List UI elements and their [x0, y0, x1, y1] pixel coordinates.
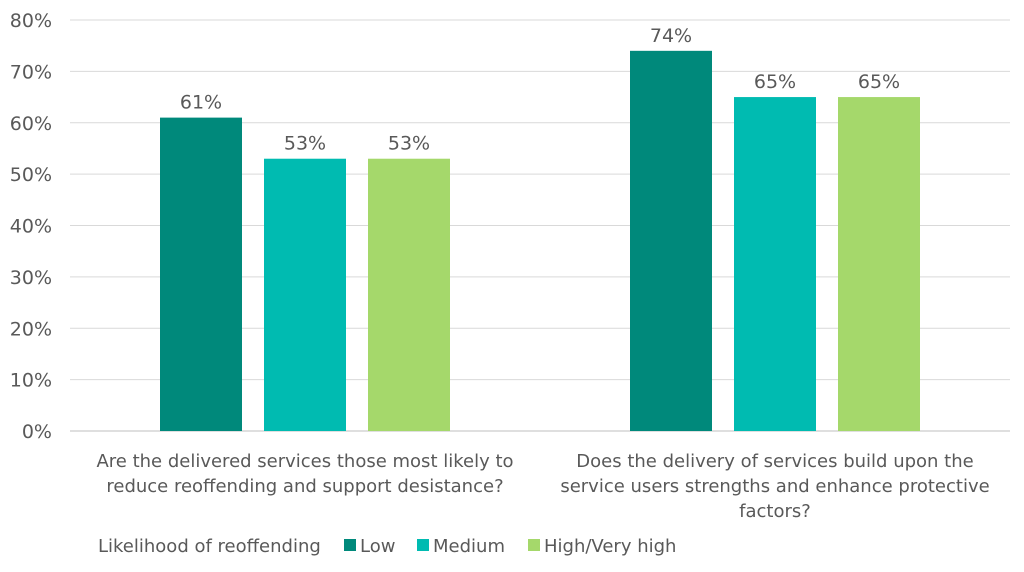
legend-swatch: [528, 539, 540, 551]
y-tick-label: 20%: [10, 318, 52, 340]
x-category-label: service users strengths and enhance prot…: [560, 476, 989, 497]
bar-medium: [264, 158, 346, 431]
y-tick-label: 60%: [10, 113, 52, 135]
legend-title: Likelihood of reoffending: [98, 536, 321, 557]
legend-label: High/Very high: [544, 536, 676, 557]
x-category-label: Does the delivery of services build upon…: [576, 451, 973, 472]
bar-medium: [734, 97, 816, 431]
bar-low: [630, 50, 712, 431]
bar-high-very-high: [368, 158, 450, 431]
data-label: 61%: [180, 92, 222, 114]
legend-swatch: [417, 539, 429, 551]
y-tick-label: 10%: [10, 370, 52, 392]
y-tick-label: 80%: [10, 10, 52, 32]
bar-high-very-high: [838, 97, 920, 431]
data-label: 53%: [284, 133, 326, 155]
data-label: 53%: [388, 133, 430, 155]
legend-swatch: [344, 539, 356, 551]
legend-label: Low: [360, 536, 395, 557]
y-tick-label: 70%: [10, 61, 52, 83]
x-category-label: reduce reoffending and support desistanc…: [106, 476, 503, 497]
data-label: 65%: [754, 71, 796, 93]
legend-label: Medium: [433, 536, 505, 557]
x-category-label: factors?: [739, 501, 811, 522]
y-tick-label: 0%: [22, 421, 52, 443]
y-tick-label: 50%: [10, 164, 52, 186]
data-label: 65%: [858, 71, 900, 93]
y-tick-label: 30%: [10, 267, 52, 289]
y-tick-label: 40%: [10, 216, 52, 238]
x-category-label: Are the delivered services those most li…: [96, 451, 513, 472]
data-label: 74%: [650, 25, 692, 47]
bar-low: [160, 117, 242, 432]
